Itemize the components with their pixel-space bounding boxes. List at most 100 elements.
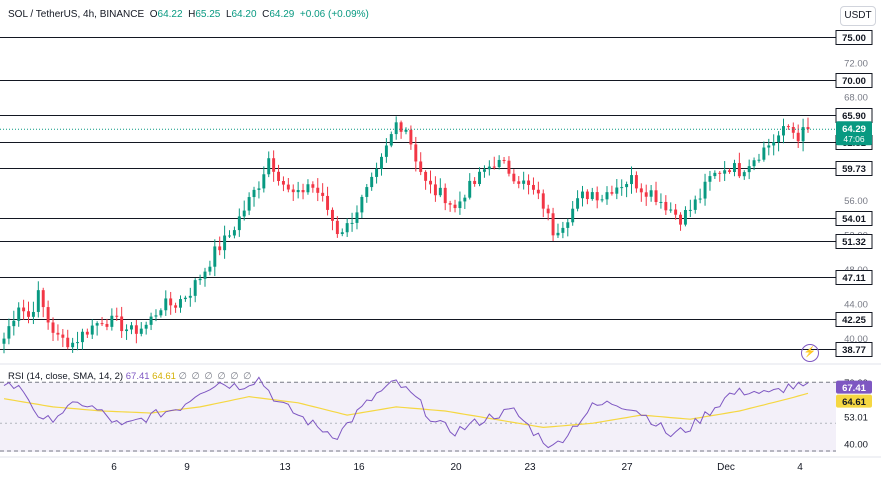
candle-body bbox=[561, 227, 565, 233]
candle-body bbox=[330, 209, 334, 221]
candle-body bbox=[473, 180, 477, 184]
change-value: +0.06 (+0.09%) bbox=[299, 9, 369, 20]
candle-body bbox=[571, 208, 575, 223]
candle-body bbox=[546, 208, 550, 214]
candle-body bbox=[125, 329, 129, 332]
candle-body bbox=[512, 173, 516, 182]
candle-body bbox=[95, 323, 99, 326]
candle-body bbox=[757, 159, 761, 161]
time-tick-label: 23 bbox=[524, 462, 536, 473]
level-label: 47.11 bbox=[842, 273, 866, 284]
candle-body bbox=[281, 181, 285, 185]
candle-body bbox=[85, 331, 89, 335]
candle-body bbox=[252, 189, 256, 198]
candle-body bbox=[482, 169, 486, 172]
candle-body bbox=[384, 145, 388, 157]
close-value: 64.29 bbox=[269, 9, 295, 20]
level-label-box bbox=[835, 312, 873, 327]
candle-body bbox=[478, 171, 482, 184]
candle-body bbox=[659, 201, 663, 203]
level-label-box bbox=[835, 211, 873, 226]
lightning-icon[interactable]: ⚡ bbox=[801, 344, 819, 362]
candle-body bbox=[742, 172, 746, 177]
candle-body bbox=[7, 326, 11, 339]
candle-body bbox=[139, 328, 143, 334]
last-price-label: 64.29 bbox=[842, 124, 866, 135]
countdown-label: 47:06 bbox=[843, 134, 865, 144]
level-label: 65.90 bbox=[842, 111, 866, 122]
candle-body bbox=[365, 187, 369, 197]
candle-body bbox=[203, 271, 207, 279]
candle-body bbox=[100, 323, 104, 325]
candle-body bbox=[120, 316, 124, 332]
candle-body bbox=[154, 315, 158, 317]
rsi-legend[interactable]: RSI (14, close, SMA, 14, 2) 67.41 64.61 … bbox=[8, 371, 252, 382]
candle-body bbox=[718, 172, 722, 174]
candle-body bbox=[664, 201, 668, 211]
level-label-box bbox=[835, 234, 873, 249]
candle-body bbox=[723, 170, 727, 174]
price-tick-label: 40.00 bbox=[844, 334, 868, 345]
time-tick-label: Dec bbox=[717, 462, 735, 473]
candle-body bbox=[399, 122, 403, 132]
level-label: 59.73 bbox=[842, 164, 866, 175]
candle-body bbox=[183, 297, 187, 300]
candle-body bbox=[389, 134, 393, 146]
candle-body bbox=[600, 199, 604, 201]
candle-body bbox=[61, 334, 65, 338]
candle-body bbox=[169, 298, 173, 306]
rsi-line bbox=[3, 376, 809, 449]
candle-body bbox=[326, 195, 330, 210]
time-tick-label: 16 bbox=[353, 462, 365, 473]
candle-body bbox=[777, 135, 781, 143]
level-label: 75.00 bbox=[842, 33, 866, 44]
candle-body bbox=[267, 158, 271, 175]
candle-body bbox=[375, 168, 379, 177]
candle-body bbox=[443, 187, 447, 204]
candle-body bbox=[232, 230, 236, 236]
candle-body bbox=[487, 166, 491, 170]
level-label-box bbox=[835, 30, 873, 45]
time-tick-label: 27 bbox=[621, 462, 633, 473]
candle-body bbox=[370, 176, 374, 188]
candle-body bbox=[806, 127, 810, 130]
candle-body bbox=[134, 325, 138, 334]
candle-body bbox=[669, 209, 673, 211]
candle-body bbox=[380, 156, 383, 169]
candle-body bbox=[796, 132, 800, 142]
currency-button[interactable]: USDT bbox=[840, 6, 876, 26]
candle-body bbox=[237, 216, 241, 231]
candle-body bbox=[502, 159, 506, 161]
candle-body bbox=[767, 145, 771, 148]
candle-body bbox=[625, 184, 629, 188]
rsi-sma-value-box bbox=[836, 394, 872, 408]
candle-body bbox=[468, 180, 472, 198]
candle-body bbox=[703, 181, 707, 199]
last-price-box bbox=[836, 121, 872, 146]
candle-body bbox=[492, 166, 496, 168]
candle-body bbox=[772, 142, 776, 146]
candle-body bbox=[247, 197, 251, 211]
rsi-sma-legend-value: 64.61 bbox=[152, 371, 176, 382]
price-tick-label: 44.00 bbox=[844, 300, 868, 311]
candle-body bbox=[419, 161, 423, 172]
candle-body bbox=[213, 246, 217, 267]
rsi-tick-label: 53.01 bbox=[844, 413, 868, 424]
candle-body bbox=[90, 325, 94, 335]
candle-body bbox=[566, 222, 570, 228]
candle-body bbox=[527, 180, 531, 185]
symbol-label: SOL / TetherUS, 4h, BINANCE bbox=[8, 9, 145, 20]
candle-body bbox=[46, 307, 50, 323]
candle-body bbox=[786, 126, 790, 128]
candle-body bbox=[674, 209, 678, 215]
candle-body bbox=[223, 235, 227, 251]
time-tick-label: 6 bbox=[111, 462, 117, 473]
candle-body bbox=[129, 325, 133, 330]
rsi-value-label: 67.41 bbox=[842, 383, 866, 394]
candle-body bbox=[193, 280, 197, 296]
candle-body bbox=[306, 184, 310, 193]
candle-body bbox=[791, 126, 795, 133]
candle-body bbox=[448, 203, 452, 205]
time-tick-label: 4 bbox=[797, 462, 803, 473]
